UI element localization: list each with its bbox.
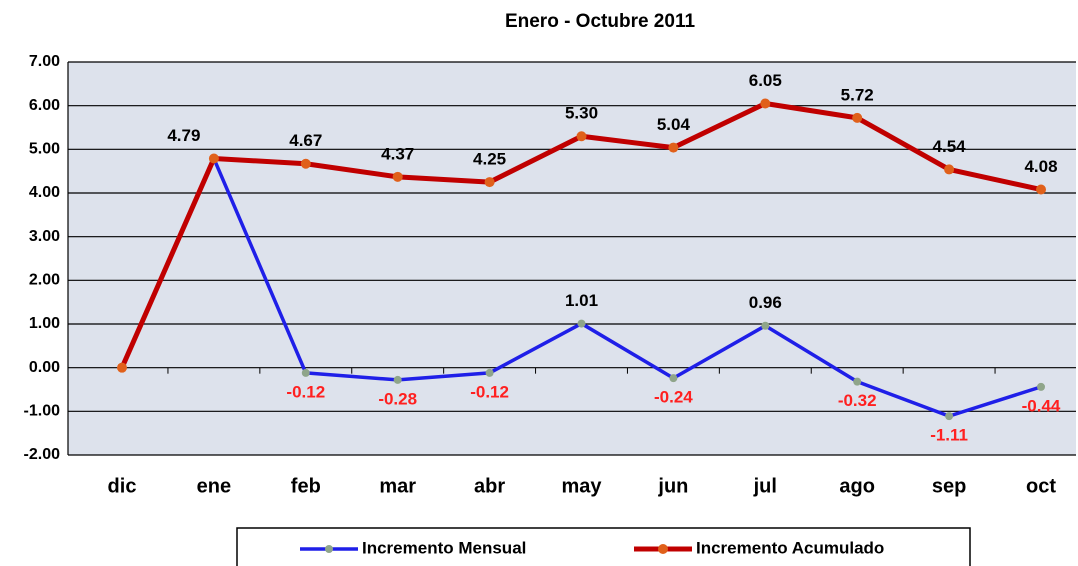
- marker: [208, 153, 219, 164]
- x-tick-label: dic: [108, 475, 137, 497]
- y-tick-label: 6.00: [29, 97, 60, 114]
- data-label: 4.08: [1024, 157, 1057, 176]
- x-tick-label: sep: [932, 475, 966, 497]
- data-label: 5.04: [657, 115, 691, 134]
- marker: [484, 177, 495, 188]
- data-label: -0.12: [470, 382, 509, 401]
- x-tick-label: abr: [474, 475, 505, 497]
- x-tick-label: ago: [839, 475, 875, 497]
- legend-marker: [325, 545, 333, 553]
- data-label: -1.11: [930, 426, 968, 445]
- data-label: 4.79: [167, 126, 200, 145]
- marker: [117, 362, 127, 373]
- chart-title: Enero - Octubre 2011: [505, 11, 696, 32]
- data-label: -0.32: [838, 391, 877, 410]
- x-tick-label: ene: [197, 475, 231, 497]
- marker: [485, 368, 494, 377]
- x-tick-label: mar: [379, 475, 416, 497]
- data-label: -0.28: [378, 389, 417, 408]
- data-label: -0.24: [654, 388, 693, 407]
- data-label: 0.96: [749, 293, 782, 312]
- data-label: -0.44: [1022, 396, 1061, 415]
- y-tick-label: -2.00: [24, 446, 61, 463]
- x-tick-label: feb: [291, 475, 321, 497]
- marker: [945, 412, 954, 421]
- marker: [300, 158, 311, 169]
- legend: [236, 527, 971, 566]
- marker: [576, 131, 587, 142]
- data-label: 6.05: [749, 71, 782, 90]
- data-label: 5.30: [565, 104, 598, 123]
- y-tick-label: -1.00: [24, 403, 61, 420]
- y-tick-label: 1.00: [29, 315, 60, 332]
- y-tick-label: 2.00: [29, 272, 60, 289]
- marker: [852, 112, 863, 123]
- y-tick-label: 0.00: [29, 359, 60, 376]
- marker: [944, 164, 955, 175]
- marker: [761, 321, 770, 330]
- y-tick-label: 4.00: [29, 184, 60, 201]
- marker: [760, 98, 771, 109]
- marker: [393, 375, 402, 384]
- data-label: 4.54: [933, 137, 967, 156]
- marker: [577, 319, 586, 328]
- legend-label: Incremento Mensual: [362, 538, 526, 557]
- y-tick-label: 7.00: [29, 53, 60, 70]
- marker: [392, 171, 403, 182]
- data-label: 4.37: [381, 144, 414, 163]
- marker: [668, 142, 679, 153]
- x-tick-label: jun: [657, 475, 688, 497]
- series-line: [212, 157, 1042, 418]
- marker: [853, 377, 862, 386]
- legend-marker: [658, 544, 668, 554]
- data-label: 4.25: [473, 150, 506, 169]
- data-label: -0.12: [286, 382, 325, 401]
- data-label: 1.01: [565, 291, 598, 310]
- marker: [1037, 382, 1045, 391]
- data-label: 5.72: [841, 85, 874, 104]
- marker: [1036, 184, 1046, 195]
- y-tick-label: 5.00: [29, 141, 60, 158]
- y-tick-label: 3.00: [29, 228, 60, 245]
- marker: [669, 374, 678, 383]
- marker: [301, 368, 310, 377]
- x-tick-label: oct: [1026, 475, 1056, 497]
- x-tick-label: may: [561, 475, 602, 497]
- plot-area: [68, 62, 1076, 455]
- legend-label: Incremento Acumulado: [696, 538, 884, 557]
- x-tick-label: jul: [753, 475, 777, 497]
- data-label: 4.67: [289, 131, 322, 150]
